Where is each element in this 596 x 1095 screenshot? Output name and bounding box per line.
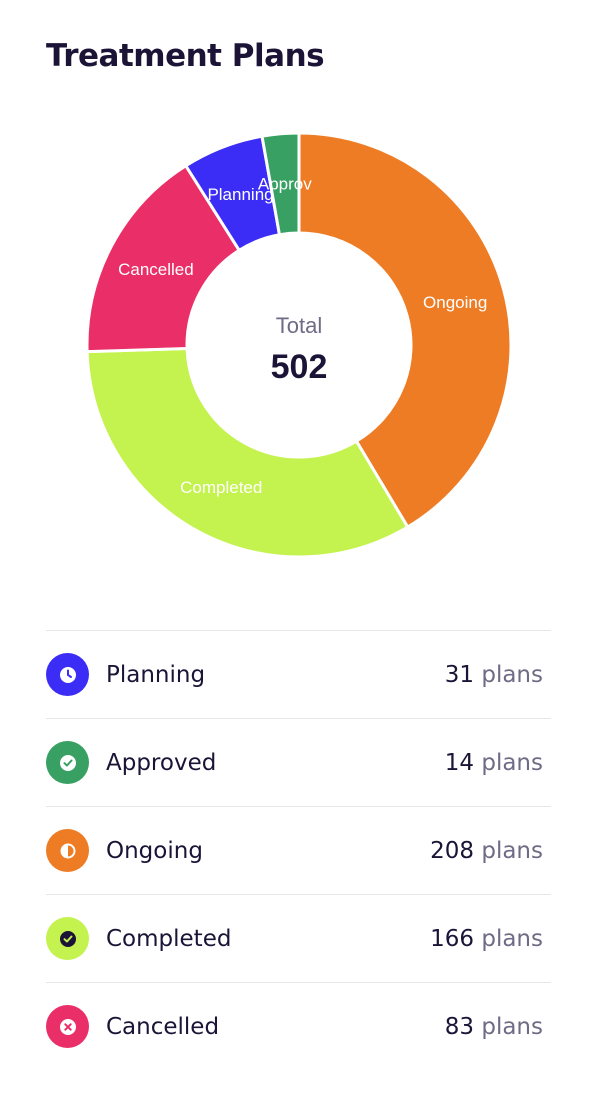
slice-label-planning: Planning: [207, 185, 273, 204]
half-circle-icon: [60, 843, 75, 858]
slice-label-cancelled: Cancelled: [118, 260, 194, 279]
donut-slices: [85, 131, 513, 559]
approved-status-dot: [46, 741, 89, 784]
clock-icon: [59, 666, 76, 683]
page-title: Treatment Plans: [46, 38, 325, 74]
legend-count: 166 plans: [430, 925, 543, 952]
legend-item-completed: Completed 166 plans: [46, 894, 551, 982]
slice-cancelled[interactable]: [85, 164, 241, 354]
legend-label: Completed: [106, 925, 232, 952]
slice-label-completed: Completed: [180, 478, 262, 497]
legend-count: 31 plans: [444, 661, 543, 688]
slice-label-ongoing: Ongoing: [423, 293, 487, 312]
center-label: Total: [276, 313, 322, 338]
legend-count: 83 plans: [444, 1013, 543, 1040]
center-total: 502: [271, 348, 328, 386]
legend-count: 14 plans: [444, 749, 543, 776]
check-circle-icon: [59, 754, 76, 771]
legend-label: Ongoing: [106, 837, 203, 864]
legend-label: Planning: [106, 661, 206, 688]
legend-item-approved: Approved 14 plans: [46, 718, 551, 806]
x-circle-icon: [59, 1018, 76, 1035]
legend-count: 208 plans: [430, 837, 543, 864]
check-badge-icon: [59, 930, 76, 947]
planning-status-dot: [46, 653, 89, 696]
legend-list: Planning 31 plans Approved 14 plans Ongo…: [46, 630, 551, 1070]
slice-approved[interactable]: [260, 131, 301, 237]
legend-item-planning: Planning 31 plans: [46, 630, 551, 718]
legend-label: Cancelled: [106, 1013, 220, 1040]
cancelled-status-dot: [46, 1005, 89, 1048]
ongoing-status-dot: [46, 829, 89, 872]
slice-label-approved: Approv: [258, 175, 312, 194]
donut-chart: OngoingCompletedCancelledPlanningApprov …: [85, 131, 513, 559]
slice-completed[interactable]: [85, 347, 410, 559]
legend-label: Approved: [106, 749, 217, 776]
legend-item-ongoing: Ongoing 208 plans: [46, 806, 551, 894]
legend-item-cancelled: Cancelled 83 plans: [46, 982, 551, 1070]
slice-ongoing[interactable]: [297, 131, 513, 529]
completed-status-dot: [46, 917, 89, 960]
